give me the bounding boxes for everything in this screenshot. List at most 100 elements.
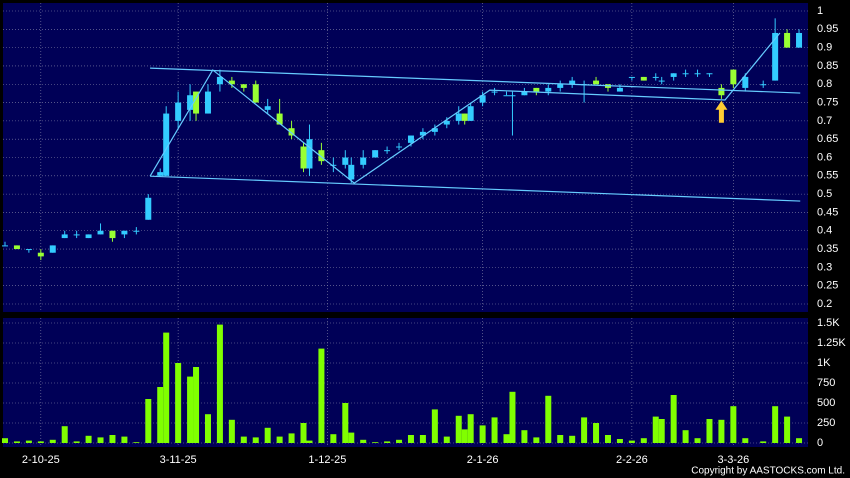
candle-body bbox=[509, 95, 516, 97]
candle-body bbox=[372, 150, 379, 158]
candle-body bbox=[318, 150, 325, 162]
candle-body bbox=[73, 234, 80, 236]
volume-bar bbox=[276, 436, 283, 443]
y-tick-label: 0.2 bbox=[817, 298, 832, 310]
volume-bar bbox=[384, 441, 391, 443]
candle-body bbox=[384, 150, 391, 152]
candle-body bbox=[455, 113, 462, 121]
y-tick-label: 0.5 bbox=[817, 188, 832, 200]
volume-bar bbox=[348, 432, 355, 443]
x-tick-label: 1-12-25 bbox=[308, 454, 346, 466]
candle-body bbox=[652, 76, 659, 78]
volume-bar bbox=[163, 332, 170, 443]
volume-bar bbox=[784, 416, 791, 443]
volume-bar bbox=[204, 414, 211, 443]
volume-bar bbox=[318, 348, 325, 443]
volume-bar bbox=[372, 442, 379, 443]
volume-bar bbox=[431, 409, 438, 443]
volume-bar bbox=[694, 438, 701, 443]
x-tick-label: 2-1-26 bbox=[467, 454, 499, 466]
candle-body bbox=[193, 91, 200, 114]
volume-bar bbox=[479, 425, 486, 443]
y-tick-label: 0.8 bbox=[817, 78, 832, 90]
candle-body bbox=[658, 80, 665, 82]
y-tick-label: 0.75 bbox=[817, 96, 838, 108]
volume-bar bbox=[581, 417, 588, 443]
candle-body bbox=[682, 73, 689, 75]
volume-bar bbox=[467, 414, 474, 443]
candle-body bbox=[461, 113, 468, 121]
x-tick-label: 2-10-25 bbox=[22, 454, 60, 466]
y-tick-label: 0.7 bbox=[817, 115, 832, 127]
volume-bar bbox=[652, 416, 659, 443]
candle-body bbox=[49, 245, 56, 253]
volume-bar bbox=[13, 441, 20, 443]
volume-bar bbox=[682, 430, 689, 443]
candle-body bbox=[342, 157, 349, 165]
candle-body bbox=[670, 73, 677, 77]
candle-body bbox=[240, 84, 247, 88]
volume-bar bbox=[300, 423, 307, 443]
candle-body bbox=[163, 113, 170, 176]
candle-body bbox=[419, 131, 426, 136]
x-tick-label: 2-2-26 bbox=[616, 454, 648, 466]
candle-body bbox=[706, 73, 713, 75]
volume-bar bbox=[670, 395, 677, 443]
y-tick-label: 0.55 bbox=[817, 170, 838, 182]
y-tick-label: 0.3 bbox=[817, 261, 832, 273]
candle-body bbox=[760, 84, 767, 86]
volume-bar bbox=[187, 376, 194, 443]
volume-bar bbox=[342, 403, 349, 443]
volume-bar bbox=[628, 440, 635, 443]
trend-line bbox=[150, 175, 801, 202]
candle-body bbox=[121, 230, 128, 235]
volume-bar bbox=[85, 435, 92, 443]
volume-bar bbox=[616, 439, 623, 443]
volume-bar bbox=[252, 437, 259, 443]
y-tick-label: 0.9 bbox=[817, 42, 832, 54]
volume-bar bbox=[407, 435, 414, 443]
volume-tick-label: 1.25K bbox=[817, 337, 846, 349]
candle-body bbox=[175, 102, 182, 121]
candle-body bbox=[109, 230, 116, 239]
candle-body bbox=[204, 91, 211, 114]
candle-body bbox=[694, 73, 701, 75]
y-tick-label: 0.65 bbox=[817, 133, 838, 145]
volume-bar bbox=[240, 436, 247, 443]
volume-bar bbox=[288, 433, 295, 443]
volume-bar bbox=[569, 435, 576, 443]
candle-body bbox=[640, 76, 647, 81]
candle-body bbox=[479, 95, 486, 103]
candle-body bbox=[97, 230, 104, 235]
volume-bar bbox=[730, 406, 737, 443]
candle-body bbox=[521, 91, 528, 96]
candle-body bbox=[545, 87, 552, 92]
volume-bar bbox=[443, 436, 450, 443]
y-tick-label: 0.85 bbox=[817, 60, 838, 72]
candle-body bbox=[133, 230, 140, 232]
volume-tick-label: 1K bbox=[817, 357, 831, 369]
volume-bar bbox=[706, 419, 713, 443]
candle-body bbox=[557, 84, 564, 88]
volume-bar bbox=[509, 391, 516, 443]
signal-arrow bbox=[715, 100, 728, 123]
candle-body bbox=[252, 84, 259, 103]
volume-bar bbox=[330, 434, 337, 443]
volume-tick-label: 500 bbox=[817, 397, 835, 409]
volume-bar bbox=[25, 440, 32, 443]
volume-bar bbox=[360, 439, 367, 443]
volume-bar bbox=[772, 406, 779, 443]
candle-body bbox=[330, 164, 337, 166]
x-tick-label: 3-11-25 bbox=[160, 454, 197, 466]
trend-line bbox=[149, 32, 781, 184]
volume-bar bbox=[396, 439, 403, 443]
candle-body bbox=[796, 32, 803, 48]
candle-body bbox=[145, 197, 152, 220]
volume-bar bbox=[216, 324, 223, 443]
candle-body bbox=[276, 113, 283, 125]
candle-body bbox=[407, 135, 414, 143]
volume-panel bbox=[3, 318, 808, 447]
volume-bar bbox=[461, 429, 468, 443]
candle-body bbox=[2, 245, 8, 247]
